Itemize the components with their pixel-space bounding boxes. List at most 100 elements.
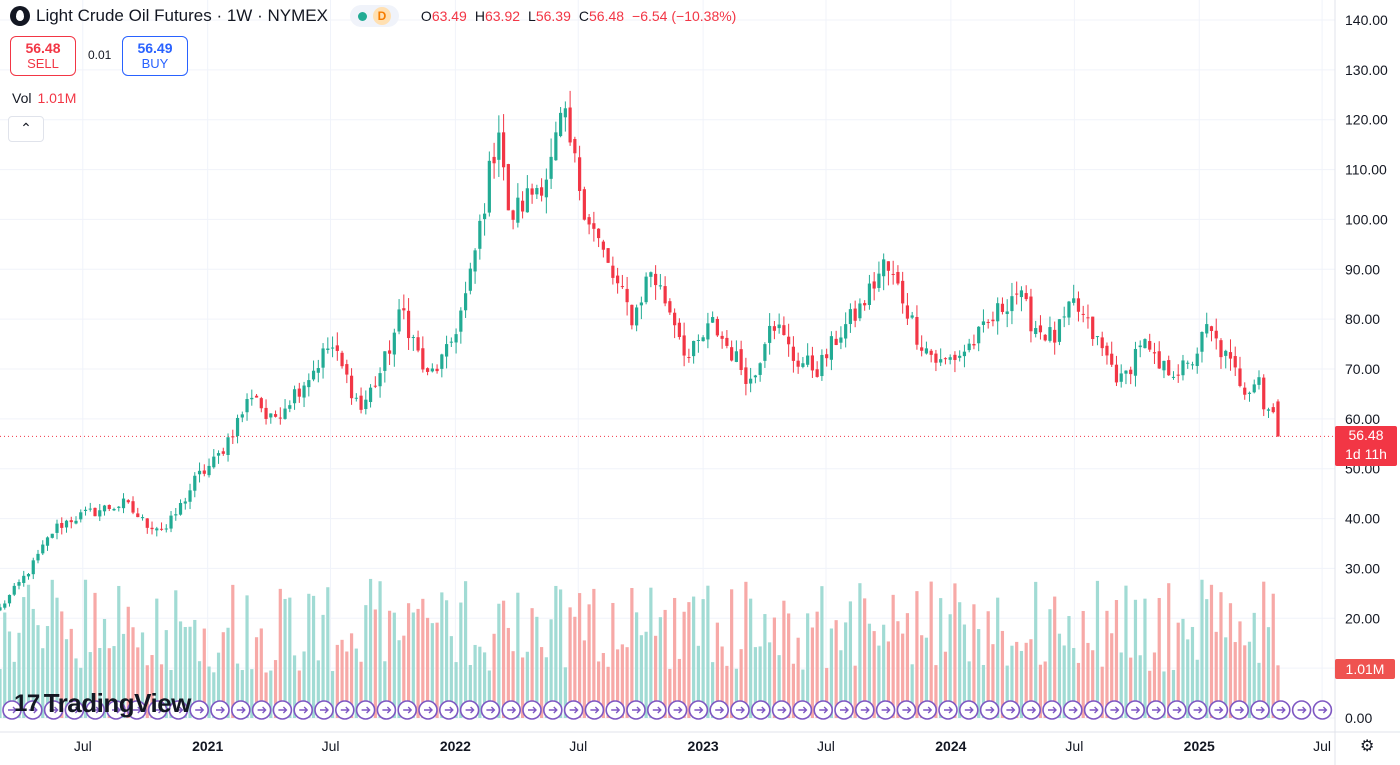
volume-bar [559,589,563,718]
event-marker-icon[interactable] [189,700,209,720]
event-marker-icon[interactable] [231,700,251,720]
candle-body [787,336,791,345]
time-axis[interactable]: Jul 2021 Jul 2022 Jul 2023 Jul 2024 Jul 2025 Jul [0,731,1400,754]
event-marker-icon[interactable] [792,700,813,720]
event-marker-icon[interactable] [293,700,314,720]
event-marker-icon[interactable] [730,700,750,720]
event-marker-icon[interactable] [1146,700,1166,720]
event-marker-icon[interactable] [917,700,938,720]
event-marker-icon[interactable] [938,700,958,720]
event-marker-icon[interactable] [646,700,667,720]
candle-body [1200,331,1204,352]
event-marker-icon[interactable] [251,700,272,720]
event-marker-icon[interactable] [22,700,43,720]
volume-bar [1124,585,1128,718]
event-marker-icon[interactable] [397,700,418,720]
volume-bar [692,596,696,718]
event-marker-icon[interactable] [64,700,85,720]
event-marker-icon[interactable] [626,700,646,720]
collapse-legend-button[interactable]: ⌃ [8,116,44,142]
event-marker-icon[interactable] [896,700,917,720]
event-marker-icon[interactable] [1229,700,1249,720]
gear-icon[interactable]: ⚙ [1360,738,1375,755]
event-marker-icon[interactable] [522,700,542,720]
event-marker-icon[interactable] [563,700,584,720]
event-marker-icon[interactable] [834,700,854,720]
volume-bar [22,597,26,718]
event-marker-icon[interactable] [85,700,105,720]
event-marker-icon[interactable] [1312,700,1333,720]
candle-body [155,528,159,531]
event-marker-icon[interactable] [542,700,563,720]
event-marker-icon[interactable] [334,700,355,720]
event-marker-icon[interactable] [709,700,730,720]
candle-body [26,573,31,577]
event-marker-icon[interactable] [376,700,397,720]
volume-bar [145,665,149,718]
event-marker-icon[interactable] [1042,700,1062,720]
tradingview-logo[interactable]: 17 TradingView [14,688,191,719]
candle-body [1114,364,1119,383]
price-tick-label: 90.00 [1345,261,1380,277]
event-marker-icon[interactable] [1021,700,1041,720]
event-marker-icon[interactable] [355,700,376,720]
event-marker-icon[interactable] [1208,700,1229,720]
candle-body [749,378,753,384]
event-marker-icon[interactable] [854,700,875,720]
event-marker-icon[interactable] [875,700,896,720]
status-indicators[interactable]: D [349,5,399,27]
event-marker-icon[interactable] [688,700,709,720]
volume-bar [41,648,45,718]
candle-body [245,399,249,413]
event-marker-icon[interactable] [1250,700,1270,720]
event-marker-icon[interactable] [1271,700,1291,720]
price-axis[interactable]: 0.0010.0020.0030.0040.0050.0060.0070.008… [1334,0,1388,765]
event-marker-icon[interactable] [979,700,1000,720]
volume-bar [231,584,235,718]
event-marker-icon[interactable] [584,700,605,720]
event-marker-icon[interactable] [958,700,979,720]
candle-body [758,363,762,375]
volume-bar [820,586,824,718]
event-marker-icon[interactable] [605,700,626,720]
event-marker-icon[interactable] [1167,700,1187,720]
event-marker-icon[interactable] [272,700,293,720]
arrow-right-icon [1297,706,1307,714]
event-marker-icon[interactable] [314,700,334,720]
event-marker-icon[interactable] [438,700,459,720]
volume-bar [340,639,344,718]
candle-body [1190,364,1195,366]
event-marker-icon[interactable] [147,700,168,720]
event-marker-icon[interactable] [480,700,501,720]
event-marker-icon[interactable] [1083,700,1104,720]
event-marker-icon[interactable] [2,700,22,720]
arrow-right-icon [1235,706,1245,714]
event-marker-icon[interactable] [1291,700,1312,720]
event-marker-icon[interactable] [418,700,438,720]
volume-bar [801,669,805,718]
volume-bar [734,668,738,718]
event-marker-icon[interactable] [1125,700,1145,720]
event-marker-icon[interactable] [771,700,792,720]
symbol-title[interactable]: Light Crude Oil Futures · 1W · NYMEX [36,6,328,25]
event-marker-icon[interactable] [1000,700,1021,720]
event-markers[interactable] [2,700,1333,720]
arrow-right-icon [777,706,787,714]
buy-button[interactable]: 56.49 BUY [122,36,188,76]
event-marker-icon[interactable] [43,700,64,720]
event-marker-icon[interactable] [459,700,480,720]
sell-button[interactable]: 56.48 SELL [10,36,76,76]
event-marker-icon[interactable] [1104,700,1125,720]
event-marker-icon[interactable] [1187,700,1208,720]
event-marker-icon[interactable] [813,700,834,720]
event-marker-icon[interactable] [106,700,126,720]
event-marker-icon[interactable] [1063,700,1083,720]
event-marker-icon[interactable] [127,700,147,720]
event-marker-icon[interactable] [667,700,688,720]
event-marker-icon[interactable] [210,700,230,720]
event-marker-icon[interactable] [501,700,522,720]
event-marker-icon[interactable] [750,700,771,720]
event-marker-icon[interactable] [168,700,189,720]
candle-body [83,509,88,512]
